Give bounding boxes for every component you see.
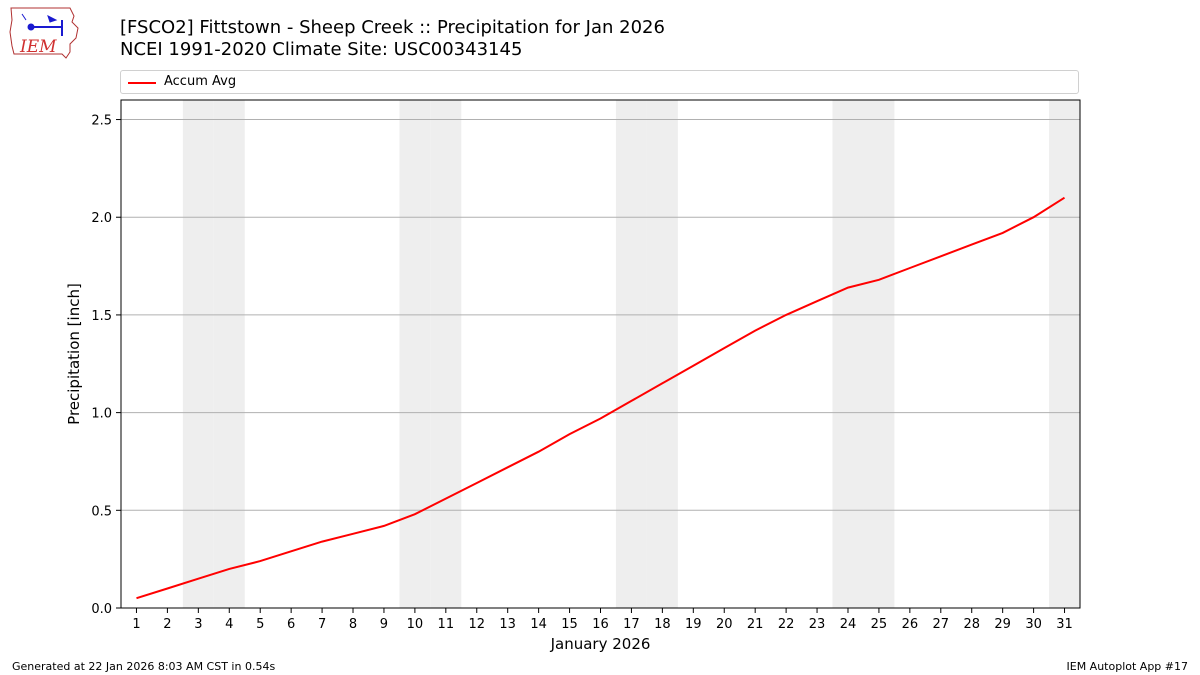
x-tick-label-11: 11 bbox=[438, 617, 455, 632]
x-tick-label-4: 4 bbox=[225, 617, 233, 632]
x-tick-label-12: 12 bbox=[468, 617, 485, 632]
y-axis-label: Precipitation [inch] bbox=[65, 283, 83, 425]
weather-station-icon bbox=[21, 13, 63, 36]
footer-app-id: IEM Autoplot App #17 bbox=[1066, 660, 1189, 673]
series-line-0 bbox=[136, 196, 1066, 600]
y-tick-label-0: 0.0 bbox=[91, 602, 112, 617]
y-tick-label-4: 2.0 bbox=[91, 211, 112, 226]
weekend-band-25 bbox=[863, 100, 895, 608]
x-tick-label-26: 26 bbox=[902, 617, 919, 632]
x-tick-label-9: 9 bbox=[380, 617, 388, 632]
weekend-band-11 bbox=[430, 100, 462, 608]
x-tick-label-23: 23 bbox=[809, 617, 826, 632]
x-tick-label-21: 21 bbox=[747, 617, 764, 632]
x-tick-label-6: 6 bbox=[287, 617, 295, 632]
weekend-band-3 bbox=[182, 100, 214, 608]
weekend-band-17 bbox=[615, 100, 647, 608]
x-tick-label-27: 27 bbox=[933, 617, 950, 632]
x-tick-label-3: 3 bbox=[194, 617, 202, 632]
chart-title-line1: [FSCO2] Fittstown - Sheep Creek :: Preci… bbox=[120, 17, 665, 38]
x-tick-label-8: 8 bbox=[349, 617, 357, 632]
y-tick-label-2: 1.0 bbox=[91, 407, 112, 422]
x-tick-label-25: 25 bbox=[871, 617, 888, 632]
x-tick-label-24: 24 bbox=[840, 617, 857, 632]
x-tick-label-5: 5 bbox=[256, 617, 264, 632]
y-tick-label-5: 2.5 bbox=[91, 114, 112, 129]
iem-logo: IEM bbox=[9, 7, 79, 59]
x-tick-label-19: 19 bbox=[685, 617, 702, 632]
x-tick-label-17: 17 bbox=[623, 617, 640, 632]
x-tick-label-18: 18 bbox=[654, 617, 671, 632]
y-tick-label-3: 1.5 bbox=[91, 309, 112, 324]
footer-generated: Generated at 22 Jan 2026 8:03 AM CST in … bbox=[12, 660, 276, 673]
plot-frame bbox=[120, 99, 1081, 609]
weekend-band-10 bbox=[399, 100, 431, 608]
y-tick-label-1: 0.5 bbox=[91, 504, 112, 519]
weekend-band-31 bbox=[1049, 100, 1080, 608]
x-tick-label-7: 7 bbox=[318, 617, 326, 632]
x-tick-label-10: 10 bbox=[407, 617, 424, 632]
iowa-state-outline bbox=[9, 7, 79, 59]
x-tick-label-29: 29 bbox=[994, 617, 1011, 632]
x-tick-label-30: 30 bbox=[1025, 617, 1042, 632]
x-tick-label-14: 14 bbox=[530, 617, 547, 632]
legend-swatch-accum-avg bbox=[128, 82, 156, 84]
weekend-band-18 bbox=[646, 100, 678, 608]
x-tick-label-16: 16 bbox=[592, 617, 609, 632]
x-tick-label-28: 28 bbox=[963, 617, 980, 632]
x-tick-label-20: 20 bbox=[716, 617, 733, 632]
x-tick-label-1: 1 bbox=[132, 617, 140, 632]
chart-legend: Accum Avg bbox=[120, 70, 1079, 94]
x-tick-label-22: 22 bbox=[778, 617, 795, 632]
logo-text: IEM bbox=[19, 37, 57, 57]
chart-title: [FSCO2] Fittstown - Sheep Creek :: Preci… bbox=[120, 17, 665, 61]
x-axis-label: January 2026 bbox=[550, 635, 651, 653]
x-tick-label-13: 13 bbox=[499, 617, 516, 632]
legend-label-accum-avg: Accum Avg bbox=[164, 74, 237, 89]
chart-title-line2: NCEI 1991-2020 Climate Site: USC00343145 bbox=[120, 39, 523, 60]
x-tick-label-15: 15 bbox=[561, 617, 578, 632]
x-tick-label-2: 2 bbox=[163, 617, 171, 632]
weekend-band-4 bbox=[213, 100, 245, 608]
x-tick-label-31: 31 bbox=[1056, 617, 1073, 632]
weekend-band-24 bbox=[832, 100, 864, 608]
